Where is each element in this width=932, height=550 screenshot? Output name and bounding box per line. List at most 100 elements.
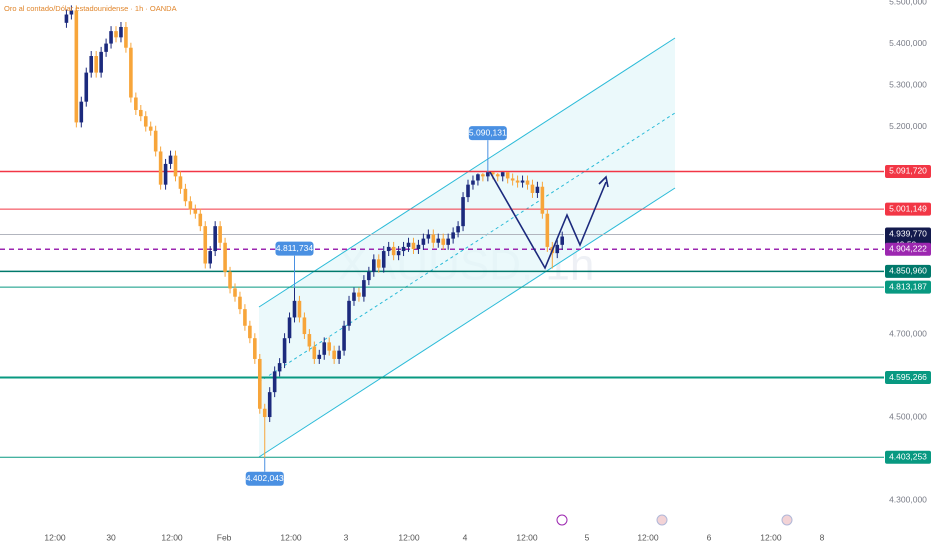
event-icon[interactable] bbox=[781, 514, 793, 526]
candle-body bbox=[411, 242, 416, 249]
candle-body bbox=[540, 186, 545, 214]
candle-body bbox=[352, 292, 356, 301]
y-tick-label: 4.300,000 bbox=[889, 494, 927, 504]
candle-body bbox=[139, 109, 143, 117]
event-icon[interactable] bbox=[556, 514, 568, 526]
candle-body bbox=[357, 292, 361, 297]
candle-body bbox=[129, 47, 133, 98]
annotation-label: 5.090,131 bbox=[469, 127, 507, 137]
annotation-box bbox=[275, 241, 314, 256]
candle-body bbox=[178, 176, 183, 189]
candle-body bbox=[515, 180, 520, 183]
x-tick-label: 12:00 bbox=[161, 532, 183, 542]
candle-body bbox=[406, 242, 411, 247]
candle-body bbox=[362, 280, 366, 297]
candle-body bbox=[456, 226, 460, 233]
channel-upper bbox=[258, 37, 676, 308]
candle-body bbox=[64, 14, 69, 23]
event-icon[interactable] bbox=[656, 514, 668, 526]
candle-body bbox=[500, 172, 505, 177]
projection-path bbox=[489, 171, 607, 270]
candle-body bbox=[436, 238, 441, 243]
x-tick-label: 4 bbox=[463, 532, 468, 542]
candle-body bbox=[337, 350, 341, 359]
level-label-box bbox=[885, 202, 931, 216]
x-tick-label: 30 bbox=[106, 532, 116, 542]
candle-body bbox=[376, 259, 381, 268]
y-tick-label: 4.700,000 bbox=[889, 328, 927, 338]
candle-body bbox=[69, 10, 74, 15]
candle-body bbox=[381, 251, 386, 268]
level-label: 4.850,960 bbox=[889, 266, 927, 276]
channel-mid bbox=[258, 112, 676, 383]
candle-body bbox=[134, 97, 138, 110]
candle-body bbox=[367, 271, 371, 281]
candle-body bbox=[322, 342, 327, 355]
level-label-box bbox=[885, 371, 931, 385]
x-tick-label: 12:00 bbox=[516, 532, 538, 542]
candle-body bbox=[257, 358, 262, 409]
candle-body bbox=[193, 209, 198, 214]
y-tick-label: 5.400,000 bbox=[889, 38, 927, 48]
level-label: 4.595,266 bbox=[889, 372, 927, 382]
candle-body bbox=[208, 251, 213, 264]
candle-body bbox=[391, 246, 396, 256]
candle-body bbox=[84, 72, 89, 102]
candle-body bbox=[233, 288, 237, 297]
x-tick-label: 12:00 bbox=[44, 532, 66, 542]
candle-body bbox=[471, 180, 475, 185]
level-label: 4.403,253 bbox=[889, 451, 927, 461]
level-label: 4.939,770 bbox=[889, 228, 927, 238]
candle-body bbox=[481, 174, 485, 177]
candle-body bbox=[560, 236, 565, 245]
level-label-box bbox=[885, 264, 931, 278]
level-label-box bbox=[885, 242, 931, 256]
candle-body bbox=[555, 244, 560, 254]
candle-body bbox=[372, 259, 376, 272]
candle-body bbox=[461, 197, 465, 227]
y-tick-label: 4.500,000 bbox=[889, 411, 927, 421]
candle-body bbox=[347, 300, 351, 326]
candle-body bbox=[267, 392, 272, 418]
candle-body bbox=[332, 350, 336, 359]
chart-title: Oro al contado/Dólar estadounidense · 1h… bbox=[4, 4, 177, 13]
level-label: 4.813,187 bbox=[889, 281, 927, 291]
x-tick-label: 12:00 bbox=[760, 532, 782, 542]
candle-body bbox=[446, 238, 450, 245]
level-label: 5.001,149 bbox=[889, 203, 927, 213]
y-tick-label: 5.500,000 bbox=[889, 0, 927, 6]
x-tick-label: 12:00 bbox=[280, 532, 302, 542]
candle-body bbox=[218, 226, 222, 243]
x-tick-label: 12:00 bbox=[398, 532, 420, 542]
candle-body bbox=[520, 180, 525, 183]
candle-body bbox=[228, 271, 232, 289]
candle-body bbox=[466, 184, 470, 198]
candle-body bbox=[530, 184, 535, 193]
level-label: 5.091,720 bbox=[889, 166, 927, 176]
annotation-box bbox=[468, 126, 507, 141]
candle-body bbox=[386, 246, 391, 252]
candle-body bbox=[158, 151, 163, 185]
x-tick-label: 6 bbox=[707, 532, 712, 542]
candle-body bbox=[277, 363, 282, 372]
candle-body bbox=[525, 180, 530, 185]
candle-body bbox=[287, 317, 292, 339]
level-label-box bbox=[885, 280, 931, 294]
candle-body bbox=[421, 238, 426, 245]
candle-body bbox=[79, 101, 84, 123]
candle-body bbox=[292, 300, 297, 318]
y-tick-label: 5.300,000 bbox=[889, 79, 927, 89]
candle-body bbox=[183, 188, 188, 202]
candle-body bbox=[401, 246, 406, 252]
candle-body bbox=[203, 226, 208, 264]
candle-body bbox=[153, 130, 158, 152]
candle-body bbox=[327, 342, 331, 351]
x-tick-label: 5 bbox=[585, 532, 590, 542]
candle-body bbox=[223, 242, 227, 272]
candle-body bbox=[198, 213, 203, 227]
candle-body bbox=[248, 325, 252, 339]
annotation-label: 4.402,043 bbox=[246, 473, 284, 483]
candle-body bbox=[148, 126, 153, 131]
candle-body bbox=[307, 334, 312, 347]
candle-body bbox=[168, 155, 173, 164]
